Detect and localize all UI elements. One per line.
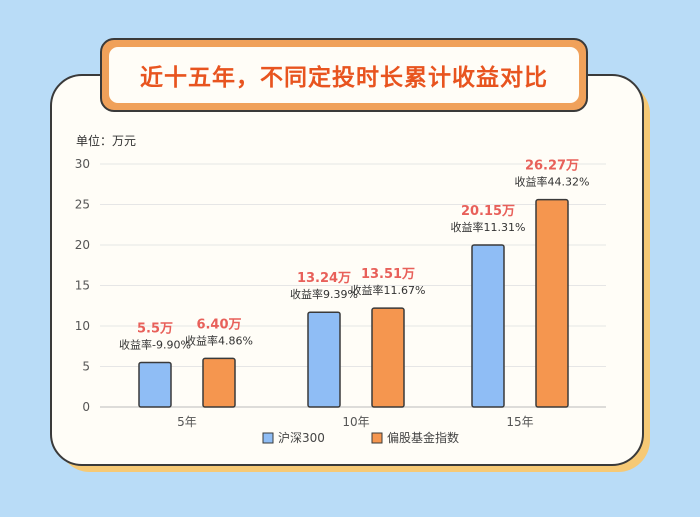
- bar-value-label: 13.24万: [297, 271, 351, 286]
- bar-rate-label: 收益率9.39%: [290, 287, 358, 301]
- x-tick-label: 10年: [342, 415, 369, 429]
- bar-rate-label: 收益率44.32%: [515, 175, 590, 189]
- bar-value-label: 26.27万: [525, 159, 579, 174]
- bar-rate-label: 收益率11.31%: [451, 220, 526, 234]
- bar: [471, 244, 505, 408]
- y-tick-label: 25: [75, 198, 90, 212]
- legend-label: 偏股基金指数: [387, 430, 459, 445]
- y-tick-label: 5: [82, 360, 90, 374]
- y-tick-label: 15: [75, 279, 90, 293]
- legend-swatch: [371, 432, 383, 444]
- chart-title: 近十五年，不同定投时长累计收益对比: [109, 47, 579, 103]
- y-tick-label: 20: [75, 238, 90, 252]
- x-tick-label: 15年: [506, 415, 533, 429]
- bar: [202, 357, 236, 408]
- bar-value-label: 6.40万: [196, 317, 241, 332]
- y-tick-label: 10: [75, 319, 90, 333]
- x-tick-label: 5年: [177, 415, 197, 429]
- title-banner: 近十五年，不同定投时长累计收益对比: [100, 38, 588, 112]
- legend-label: 沪深300: [278, 431, 325, 445]
- unit-label: 单位：万元: [76, 134, 137, 148]
- bar-rate-label: 收益率4.86%: [185, 333, 253, 347]
- legend-swatch: [262, 432, 274, 444]
- bar-value-label: 13.51万: [361, 267, 415, 282]
- y-tick-label: 30: [75, 157, 90, 171]
- bar: [371, 307, 405, 408]
- bar-value-label: 5.5万: [137, 321, 173, 336]
- bar: [138, 361, 172, 408]
- y-tick-label: 0: [82, 400, 90, 414]
- bar: [307, 311, 341, 408]
- bar: [535, 198, 569, 408]
- bar-value-label: 20.15万: [461, 204, 515, 219]
- bar-rate-label: 收益率-9.90%: [119, 337, 191, 351]
- bar-rate-label: 收益率11.67%: [351, 283, 426, 297]
